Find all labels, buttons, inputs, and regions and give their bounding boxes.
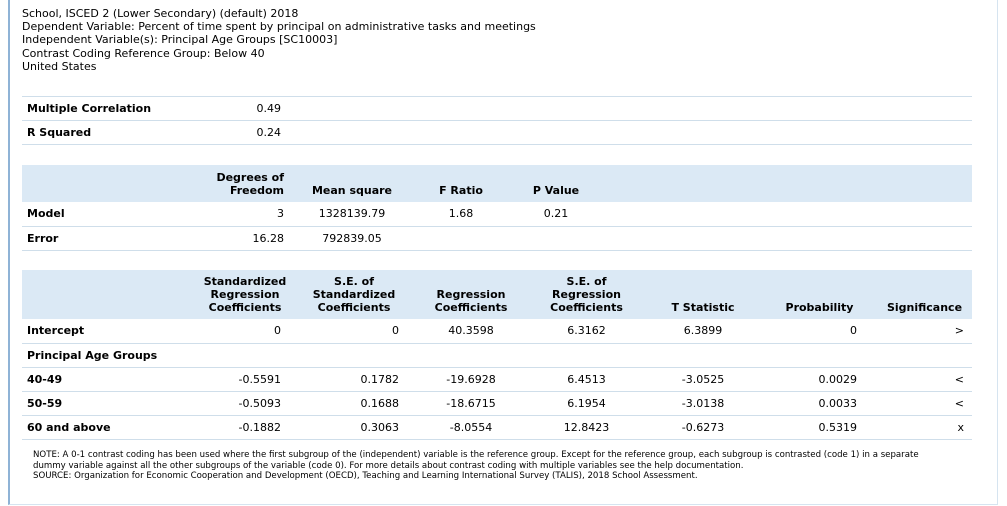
group-label-row: Principal Age Groups [22,343,972,367]
df-value: 3 [277,207,284,221]
significance-value: < [954,372,964,386]
se-reg-coef-value: 6.3162 [567,324,606,338]
reg-coef-header: Regression Coefficients [434,288,508,314]
note-line-1: NOTE: A 0-1 contrast coding has been use… [33,450,919,460]
df-value: 16.28 [252,231,285,245]
p-value-value: 0.21 [543,207,569,221]
coef-row-50-59: 50-59 -0.5093 0.1688 -18.6715 6.1954 -3.… [22,391,972,415]
multiple-correlation-value: 0.49 [256,102,282,115]
std-coef-value: -0.1882 [238,420,281,434]
se-std-coef-value: 0.1782 [360,372,400,386]
coefficients-header-row: Standardized Regression Coefficients S.E. … [22,270,972,319]
reg-coef-value: 40.3598 [448,324,494,338]
probability-value: 0.0029 [818,372,858,386]
r-squared-value: 0.24 [256,126,282,139]
mean-square-header: Mean square [311,184,393,197]
se-std-coef-value: 0.3063 [360,420,400,434]
probability-value: 0.5319 [818,420,858,434]
anova-model-row: Model 3 1328139.79 1.68 0.21 [22,202,972,226]
anova-table: Degrees of Freedom Mean square F Ratio P … [22,165,972,251]
t-statistic-value: 6.3899 [683,324,723,338]
report-header: School, ISCED 2 (Lower Secondary) (defau… [22,7,536,73]
notes: NOTE: A 0-1 contrast coding has been use… [33,450,973,482]
probability-header: Probability [785,301,854,314]
f-ratio-header: F Ratio [439,184,483,197]
intercept-row: Intercept 0 0 40.3598 6.3162 6.3899 0 > [22,319,972,343]
p-value-header: P Value [532,184,580,197]
f-ratio-value [414,226,508,250]
source-line: SOURCE: Organization for Economic Cooper… [33,471,698,481]
coefficients-table: Standardized Regression Coefficients S.E. … [22,270,972,440]
se-std-coef-value: 0.1688 [360,396,400,410]
significance-value: > [954,324,964,338]
header-line-5: United States [22,59,97,73]
multiple-correlation-row: Multiple Correlation 0.49 [22,96,972,121]
df-header: Degrees of Freedom [216,171,284,197]
probability-value: 0 [850,324,857,338]
t-statistic-value: -0.6273 [681,420,725,434]
reg-coef-value: -19.6928 [446,372,496,386]
significance-value: x [957,420,964,434]
std-coef-value: 0 [274,324,281,338]
row-label: 50-59 [27,396,63,410]
row-label: Intercept [27,324,85,338]
se-std-coef-value: 0 [392,324,399,338]
multiple-correlation-label: Multiple Correlation [27,102,152,115]
header-line-4: Contrast Coding Reference Group: Below 4… [22,46,265,60]
se-reg-coef-value: 6.1954 [567,396,606,410]
reg-coef-value: -8.0554 [449,420,493,434]
note-line-2: dummy variable against all the other sub… [33,460,744,471]
header-line-2: Dependent Variable: Percent of time spen… [22,20,536,34]
se-reg-coef-value: 12.8423 [563,420,610,434]
se-reg-coef-header: S.E. of Regression Coefficients [550,275,623,314]
anova-error-row: Error 16.28 792839.05 [22,226,972,250]
f-ratio-value: 1.68 [448,207,474,221]
significance-header: Significance [886,301,963,314]
anova-header-row: Degrees of Freedom Mean square F Ratio P … [22,165,972,202]
r-squared-row: R Squared 0.24 [22,120,972,145]
fit-table: Multiple Correlation 0.49 R Squared 0.24 [22,96,972,145]
group-label: Principal Age Groups [27,348,158,362]
header-line-1: School, ISCED 2 (Lower Secondary) (defau… [22,7,299,20]
coef-row-60-and-above: 60 and above -0.1882 0.3063 -8.0554 12.8… [22,415,972,439]
t-statistic-value: -3.0138 [681,396,725,410]
mean-square-value: 792839.05 [322,231,382,245]
coef-row-40-49: 40-49 -0.5591 0.1782 -19.6928 6.4513 -3.… [22,367,972,391]
row-label: Model [27,207,65,221]
reg-coef-value: -18.6715 [446,396,496,410]
se-reg-coef-value: 6.4513 [567,372,606,386]
std-coef-value: -0.5591 [238,372,281,386]
mean-square-value: 1328139.79 [318,207,386,221]
row-label: 40-49 [27,372,63,386]
p-value-value [508,226,604,250]
row-label: 60 and above [27,420,111,434]
probability-value: 0.0033 [818,396,858,410]
row-label: Error [27,231,59,245]
std-coef-value: -0.5093 [238,396,281,410]
t-statistic-header: T Statistic [671,301,735,314]
t-statistic-value: -3.0525 [681,372,725,386]
std-coef-header: Standardized Regression Coefficients [203,275,287,314]
significance-value: < [954,396,964,410]
report-frame [8,0,998,505]
header-line-3: Independent Variable(s): Principal Age G… [22,33,338,47]
r-squared-label: R Squared [27,126,92,139]
se-std-coef-header: S.E. of Standardized Coefficients [312,275,396,314]
